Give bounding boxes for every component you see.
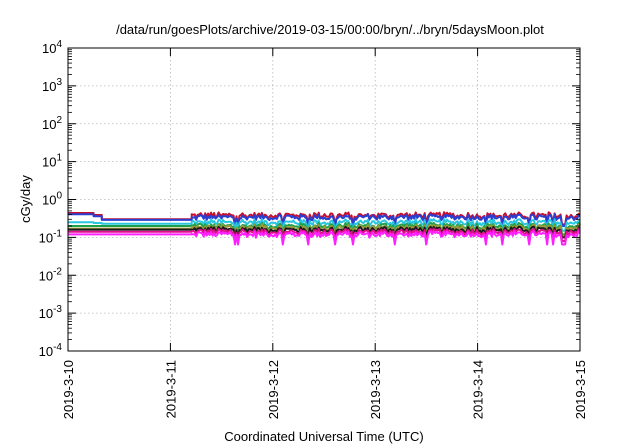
series-line-7 [68, 227, 581, 242]
y-tick-label: 10-3 [39, 304, 63, 321]
series-line-3 [68, 218, 580, 232]
x-tick-labels: 2019-3-10 2019-3-11 2019-3-12 2019-3-13 2019… [61, 360, 588, 419]
x-tick-label: 2019-3-14 [471, 360, 486, 419]
y-tick-label: 104 [42, 39, 62, 56]
y-tick-label: 10-1 [39, 228, 63, 245]
series-line-4 [68, 221, 581, 236]
x-tick-label: 2019-3-11 [163, 360, 178, 418]
series-line-2 [68, 213, 581, 227]
y-tick-label: 102 [42, 115, 62, 132]
x-tick-label: 2019-3-10 [61, 360, 76, 419]
x-tick-label: 2019-3-12 [266, 360, 281, 419]
chart-title: /data/run/goesPlots/archive/2019-03-15/0… [116, 22, 544, 37]
x-tick-label: 2019-3-15 [573, 360, 588, 419]
y-tick-label: 10-4 [39, 342, 63, 359]
y-tick-labels: 10-4 10-3 10-2 10-1 100 101 102 103 104 [39, 39, 63, 359]
x-tick-label: 2019-3-13 [368, 360, 383, 419]
y-tick-label: 103 [42, 77, 62, 94]
series-line-6 [68, 225, 581, 239]
axis-ticks [67, 47, 581, 352]
grid-lines [68, 48, 580, 351]
y-tick-label: 101 [42, 153, 62, 170]
series-line-8 [68, 230, 581, 246]
y-axis-label: cGy/day [18, 175, 33, 223]
y-tick-label: 100 [42, 191, 62, 208]
x-axis-label: Coordinated Universal Time (UTC) [224, 429, 423, 444]
y-tick-label: 10-2 [39, 266, 63, 283]
series-line-5 [68, 223, 581, 237]
data-series [68, 211, 581, 246]
